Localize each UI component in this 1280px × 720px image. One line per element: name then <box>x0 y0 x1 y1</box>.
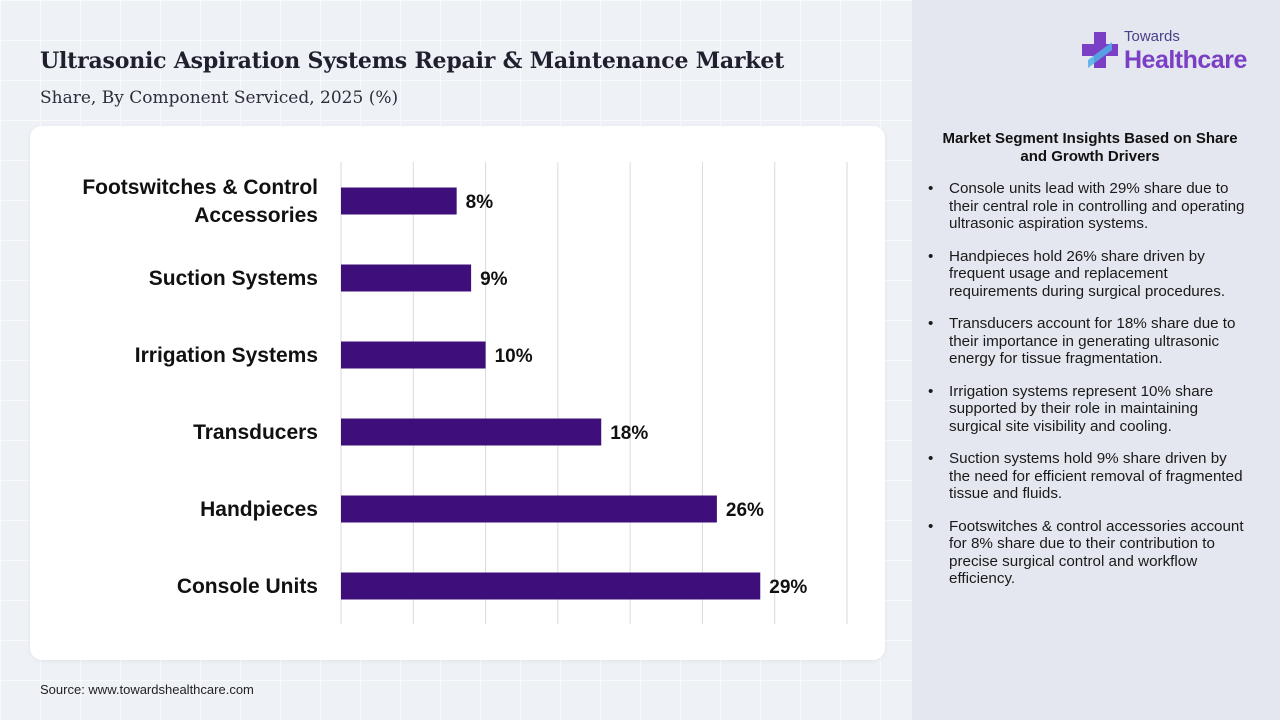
bullet-icon: • <box>928 382 934 400</box>
logo-big-text: Healthcare <box>1124 46 1247 74</box>
category-label: Suction Systems <box>149 267 318 290</box>
insight-item: • Footswitches & control accessories acco… <box>928 518 1248 588</box>
source-note: Source: www.towardshealthcare.com <box>40 682 254 697</box>
insight-text: Handpieces hold 26% share driven by freq… <box>949 247 1226 300</box>
insight-item: • Handpieces hold 26% share driven by fre… <box>928 248 1248 301</box>
bullet-icon: • <box>928 247 934 265</box>
insight-text: Suction systems hold 9% share driven by … <box>949 450 1243 502</box>
value-label: 9% <box>480 269 508 290</box>
bullet-icon: • <box>928 180 934 197</box>
category-label-line: Accessories <box>194 204 318 227</box>
category-label: Irrigation Systems <box>135 344 318 367</box>
insight-item: • Transducers account for 18% share due t… <box>928 315 1248 368</box>
value-label: 10% <box>495 346 533 367</box>
value-label: 26% <box>726 500 764 521</box>
bullet-icon: • <box>928 517 934 535</box>
bar <box>341 264 472 292</box>
category-label-line: Transducers <box>193 421 318 444</box>
category-label-line: Suction Systems <box>149 267 318 290</box>
category-label: Handpieces <box>200 498 318 521</box>
category-label: Transducers <box>193 421 318 444</box>
insight-text: Console units lead with 29% share due to… <box>949 180 1245 232</box>
category-label-line: Irrigation Systems <box>135 344 318 367</box>
bar <box>341 187 457 215</box>
bar <box>341 418 602 446</box>
insights-title: Market Segment Insights Based on Share a… <box>942 130 1238 165</box>
chart-subtitle: Share, By Component Serviced, 2025 (%) <box>40 88 399 108</box>
bar <box>341 341 486 369</box>
insights-panel <box>912 0 1280 720</box>
value-label: 18% <box>610 423 648 444</box>
insight-item: • Console units lead with 29% share due t… <box>928 180 1248 233</box>
insights-list: • Console units lead with 29% share due t… <box>928 180 1248 603</box>
bar <box>341 572 761 600</box>
category-label: Footswitches & Control Accessories <box>82 176 318 227</box>
bar <box>341 495 717 523</box>
insight-text: Transducers account for 18% share due to… <box>949 315 1236 367</box>
value-label: 8% <box>466 192 494 213</box>
category-label-line: Footswitches & Control <box>82 176 318 199</box>
chart-title: Ultrasonic Aspiration Systems Repair & M… <box>40 48 785 74</box>
category-label: Console Units <box>177 575 318 598</box>
logo-small-text: Towards <box>1124 28 1180 45</box>
category-label-line: Console Units <box>177 575 318 598</box>
insight-item: • Irrigation systems represent 10% share … <box>928 383 1248 436</box>
bullet-icon: • <box>928 315 934 332</box>
brand-logo: Towards Healthcare <box>1080 28 1260 78</box>
bar-chart: Footswitches & Control Accessories 8% Sucti… <box>82 162 848 624</box>
insight-item: • Suction systems hold 9% share driven by… <box>928 450 1248 503</box>
bullet-icon: • <box>928 450 934 467</box>
chart-card: Footswitches & Control Accessories 8% Sucti… <box>30 126 885 660</box>
insight-text: Irrigation systems represent 10% share s… <box>949 382 1214 435</box>
category-label-line: Handpieces <box>200 498 318 521</box>
medical-cross-icon <box>1082 32 1118 68</box>
insight-text: Footswitches & control accessories accou… <box>949 517 1244 588</box>
value-label: 29% <box>769 577 807 598</box>
